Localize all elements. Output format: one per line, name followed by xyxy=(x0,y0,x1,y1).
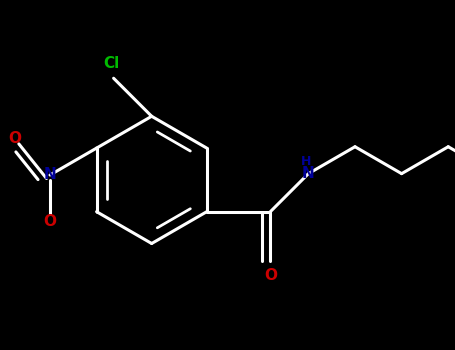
Text: N: N xyxy=(44,168,56,182)
Text: O: O xyxy=(44,214,56,229)
Text: O: O xyxy=(264,268,277,283)
Text: H: H xyxy=(301,155,311,168)
Text: Cl: Cl xyxy=(103,56,119,71)
Text: O: O xyxy=(9,132,21,146)
Text: N: N xyxy=(302,166,315,181)
